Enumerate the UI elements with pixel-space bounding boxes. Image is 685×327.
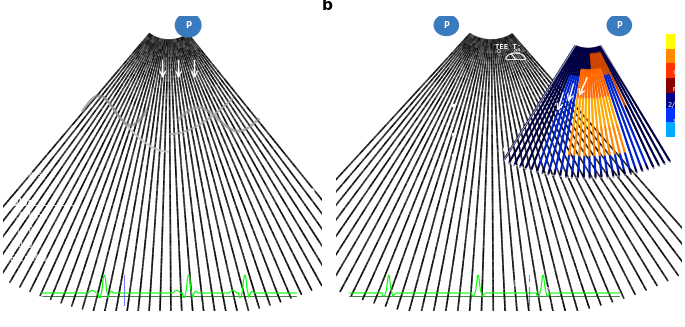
Text: 63: 63 [513, 49, 521, 54]
Text: x₀: x₀ [71, 124, 77, 129]
Text: Gn 44: Gn 44 [10, 127, 33, 136]
Text: 3.0: 3.0 [508, 287, 523, 296]
Text: b: b [321, 0, 332, 13]
Text: 8.0: 8.0 [536, 287, 550, 296]
Text: 0: 0 [497, 49, 500, 54]
Text: X7-2t: X7-2t [10, 42, 33, 51]
Text: G: G [527, 271, 532, 280]
Text: 2/: 2/ [668, 102, 676, 108]
Text: Fltr Med: Fltr Med [10, 254, 47, 263]
Bar [666, 49, 675, 63]
Text: 4.0 MHz: 4.0 MHz [10, 212, 42, 221]
Text: 4/4/0: 4/4/0 [10, 240, 33, 249]
Circle shape [434, 15, 458, 35]
Text: m: m [672, 86, 676, 92]
Text: P: P [513, 280, 518, 289]
Text: 60: 60 [656, 285, 668, 295]
Bar [666, 78, 675, 93]
Text: 180: 180 [536, 49, 547, 54]
Text: ▲: ▲ [527, 281, 532, 287]
Bar [666, 63, 675, 78]
Text: BPM: BPM [654, 294, 668, 303]
Text: TEE T: 38.6 °C: TEE T: 38.6 °C [495, 44, 556, 50]
Text: Gn 60: Gn 60 [10, 226, 33, 235]
Text: x: x [377, 123, 382, 129]
Text: P: P [616, 21, 622, 30]
Circle shape [607, 15, 632, 35]
Text: 15.0cm: 15.0cm [10, 71, 38, 79]
Text: Color: Color [10, 198, 33, 207]
Bar [666, 122, 675, 137]
Text: 2D: 2D [10, 99, 19, 108]
Text: P: P [443, 21, 449, 30]
Text: 12 Hz: 12 Hz [10, 56, 33, 65]
Text: c: c [672, 69, 676, 75]
Text: P: P [185, 21, 191, 30]
Text: +70: +70 [653, 25, 668, 34]
Text: Gen: Gen [10, 113, 24, 122]
Text: 50 mm/s: 50 mm/s [10, 169, 42, 179]
Circle shape [175, 13, 201, 37]
Text: Pat. T: 37.0 °C: Pat. T: 37.0 °C [495, 28, 560, 34]
Bar [666, 108, 675, 122]
Bar [666, 93, 675, 108]
Text: 4/4/0: 4/4/0 [10, 155, 33, 164]
Bar [666, 34, 675, 49]
Text: X7-2t TEE: X7-2t TEE [10, 28, 51, 37]
Text: R: R [541, 280, 545, 289]
Text: s: s [672, 118, 676, 124]
Text: C 48: C 48 [10, 141, 28, 150]
